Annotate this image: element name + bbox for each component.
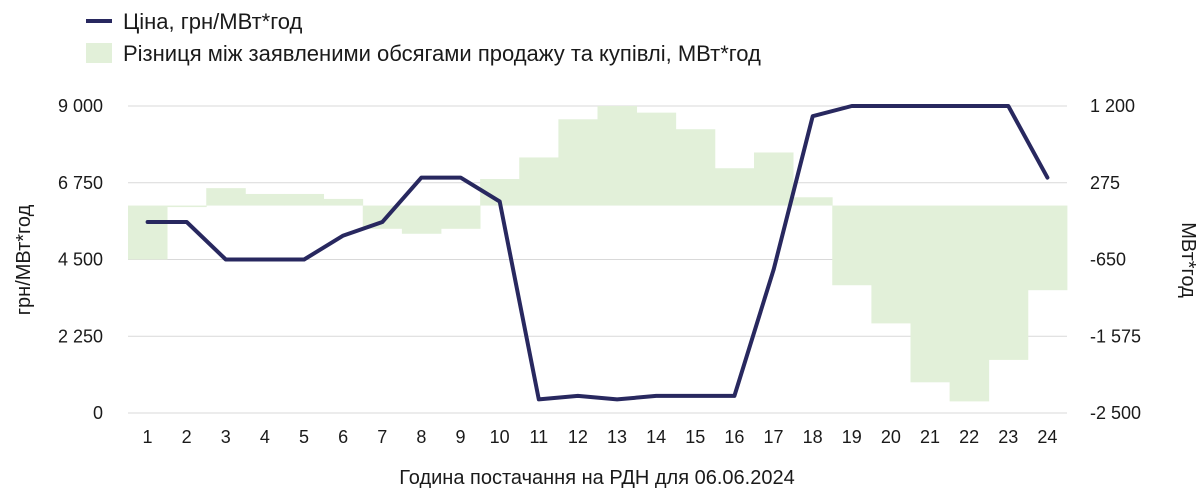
x-tick-label: 18 (803, 427, 823, 447)
x-tick-label: 22 (959, 427, 979, 447)
x-tick-label: 5 (299, 427, 309, 447)
y-axis-left-title: грн/МВт*год (13, 204, 35, 315)
bar (636, 112, 677, 206)
y-left-tick-label: 6 750 (58, 173, 103, 193)
x-tick-label: 23 (998, 427, 1018, 447)
x-axis-title: Година постачання на РДН для 06.06.2024 (399, 467, 794, 489)
x-tick-label: 10 (490, 427, 510, 447)
x-tick-label: 21 (920, 427, 940, 447)
bar (401, 205, 442, 234)
x-tick-label: 9 (456, 427, 466, 447)
x-tick-label: 4 (260, 427, 270, 447)
legend-label-price: Ціна, грн/МВт*год (123, 9, 302, 34)
line-series (145, 104, 1050, 402)
x-tick-label: 14 (646, 427, 666, 447)
x-tick-label: 11 (529, 427, 548, 447)
x-tick-label: 7 (377, 427, 387, 447)
x-tick-label: 12 (568, 427, 588, 447)
bar (284, 193, 325, 206)
y-axis-left-ticks: 0 2 250 4 500 6 750 9 000 (58, 96, 103, 423)
bar (245, 193, 285, 206)
y-axis-right-ticks: -2 500 -1 575 -650 275 1 200 (1090, 96, 1141, 423)
legend-label-difference: Різниця між заявленими обсягами продажу … (123, 41, 761, 66)
price-line (145, 104, 1050, 402)
y-left-tick-label: 9 000 (58, 96, 103, 116)
bar (754, 152, 794, 206)
y-right-tick-label: 275 (1090, 173, 1120, 193)
x-tick-label: 19 (842, 427, 862, 447)
bar (714, 168, 755, 206)
y-right-tick-label: 1 200 (1090, 96, 1135, 116)
bar (128, 205, 168, 260)
y-right-tick-label: -1 575 (1090, 326, 1141, 346)
bar (206, 188, 246, 206)
x-tick-label: 2 (182, 427, 192, 447)
y-right-tick-label: -2 500 (1090, 403, 1141, 423)
x-tick-label: 3 (221, 427, 231, 447)
bar (832, 205, 872, 286)
x-tick-label: 15 (685, 427, 705, 447)
y-axis-right-title: МВт*год (1177, 222, 1199, 298)
y-right-tick-label: -650 (1090, 250, 1126, 270)
bar (558, 119, 598, 206)
x-tick-label: 16 (724, 427, 744, 447)
bar (675, 129, 716, 206)
bar (323, 198, 364, 206)
y-left-tick-label: 2 250 (58, 326, 103, 346)
bar (1027, 205, 1068, 291)
bar-series (128, 106, 1068, 402)
bar (910, 205, 951, 383)
bar (167, 205, 207, 208)
x-axis-ticks: 1 2 3 4 5 6 7 8 9 10 11 12 13 14 15 16 17 18 19 20 21 22 23 24 (143, 427, 1058, 447)
bar (988, 205, 1029, 360)
x-tick-label: 6 (338, 427, 348, 447)
legend-bar-swatch (86, 43, 112, 63)
y-left-tick-label: 0 (93, 403, 103, 423)
bar (597, 106, 638, 206)
x-tick-label: 17 (764, 427, 784, 447)
x-tick-label: 1 (143, 427, 153, 447)
bar (871, 205, 911, 324)
bar (949, 205, 990, 402)
bar (519, 157, 559, 206)
x-tick-label: 24 (1037, 427, 1057, 447)
legend: Ціна, грн/МВт*год Різниця між заявленими… (86, 9, 761, 66)
x-tick-label: 13 (607, 427, 627, 447)
y-left-tick-label: 4 500 (58, 250, 103, 270)
bar (793, 197, 833, 206)
x-tick-label: 20 (881, 427, 901, 447)
bar (441, 205, 481, 229)
x-tick-label: 8 (416, 427, 426, 447)
